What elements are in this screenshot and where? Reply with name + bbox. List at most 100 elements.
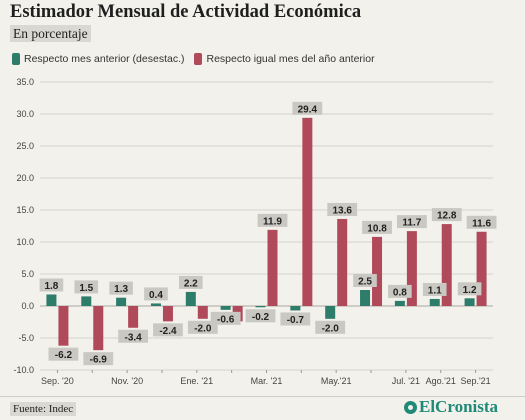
y-tick-label: 10.0 (16, 237, 34, 247)
y-tick-label: 25.0 (16, 141, 34, 151)
data-label-bg (396, 215, 427, 229)
legend-swatch-yearly (194, 53, 203, 65)
bar-yearly (267, 229, 278, 306)
footer-divider (0, 396, 525, 397)
y-tick-label: 15.0 (16, 205, 34, 215)
bar-yearly (302, 117, 313, 306)
data-label: 2.2 (184, 278, 198, 289)
bar-yearly (197, 306, 208, 319)
data-label: -2.0 (322, 323, 340, 334)
data-label: 12.8 (437, 211, 457, 222)
data-label: 1.2 (463, 285, 477, 296)
data-label-bg (315, 320, 346, 334)
x-tick-label: May.'21 (321, 376, 352, 386)
data-label-bg (144, 287, 168, 301)
data-label: -6.9 (90, 355, 108, 366)
legend-item-yearly: Respecto igual mes del año anterior (194, 53, 375, 65)
bar-monthly (464, 298, 475, 306)
x-tick-label: Ago.'21 (426, 376, 456, 386)
bar-monthly (185, 291, 196, 306)
bar-yearly (441, 224, 452, 306)
data-label-bg (153, 323, 183, 337)
bar-monthly (325, 306, 336, 319)
data-label: 0.4 (149, 290, 163, 301)
data-label-bg (187, 320, 218, 334)
data-label: 11.6 (472, 218, 491, 229)
bar-monthly (220, 306, 231, 310)
bar-monthly (290, 306, 301, 311)
data-label: -2.4 (159, 326, 177, 337)
y-tick-label: -5.0 (18, 333, 34, 343)
data-label: 11.7 (402, 218, 421, 229)
data-label: 13.6 (332, 205, 352, 216)
bar-chart: -10.0 -5.0 0.0 5.0 10.0 15.0 20.0 25.0 30.0 35.0 1… (13, 77, 497, 386)
bar-yearly (128, 306, 139, 328)
x-tick-label: Ene. '21 (180, 376, 213, 386)
legend-label-yearly: Respecto igual mes del año anterior (206, 53, 375, 65)
data-label-bg (292, 101, 323, 115)
x-tick-label: Jul. '21 (392, 376, 420, 386)
bar-monthly (394, 300, 405, 306)
bar-monthly (116, 297, 127, 306)
bar-monthly (429, 298, 440, 306)
data-label-bg (466, 215, 497, 229)
data-label: 1.5 (79, 283, 93, 294)
x-tick-label: Sep. '20 (41, 376, 74, 386)
bar-monthly (81, 296, 92, 306)
data-label-bg (109, 281, 133, 295)
data-label-bg (210, 311, 241, 325)
data-label: -0.7 (287, 315, 305, 326)
data-label-bg (118, 329, 149, 343)
data-label: 11.9 (263, 216, 282, 227)
bar-yearly (162, 306, 173, 322)
y-tick-label: 35.0 (16, 77, 34, 87)
brand-logo: ElCronista (404, 397, 498, 417)
bar-yearly (93, 306, 104, 351)
data-label: -0.6 (217, 314, 235, 325)
y-tick-label: 30.0 (16, 109, 34, 119)
data-label: 10.8 (367, 223, 387, 234)
bar-monthly (46, 294, 57, 306)
y-tick-label: 20.0 (16, 173, 34, 183)
data-label: -2.0 (194, 323, 212, 334)
bar-yearly (406, 231, 417, 306)
bar-yearly (337, 218, 348, 306)
data-label-bg (83, 352, 114, 366)
brand-mark-icon (404, 400, 417, 414)
data-label: 1.1 (428, 285, 442, 296)
data-label-bg (280, 312, 311, 326)
data-label-bg (257, 213, 288, 227)
y-tick-label: -10.0 (13, 365, 34, 375)
x-tick-label: Mar. '21 (251, 376, 283, 386)
data-label: 1.3 (114, 284, 128, 295)
legend-label-monthly: Respecto mes anterior (desestac.) (24, 53, 185, 65)
x-tick-label: Nov. '20 (111, 376, 143, 386)
data-label: -6.2 (55, 350, 73, 361)
data-label: 2.5 (358, 277, 372, 288)
data-label-bg (245, 309, 276, 323)
bar-monthly (150, 303, 161, 306)
data-label-bg (39, 278, 64, 292)
bar-monthly (255, 306, 266, 308)
data-label-bg (431, 208, 462, 222)
bar-yearly (58, 306, 69, 346)
legend-item-monthly: Respecto mes anterior (desestac.) (12, 53, 184, 65)
bar-yearly (476, 231, 487, 306)
chart-source: Fuente: Indec (10, 402, 77, 416)
data-label-bg (353, 274, 377, 287)
data-label-bg (422, 282, 447, 296)
y-tick-label: 5.0 (21, 269, 34, 279)
data-label: -3.4 (124, 332, 142, 343)
data-label: 1.8 (44, 281, 58, 292)
data-label: 29.4 (298, 104, 318, 115)
x-tick-label: Sep.'21 (460, 376, 490, 386)
data-label: -0.2 (252, 312, 270, 323)
bar-monthly (360, 290, 371, 306)
chart-legend: Respecto mes anterior (desestac.) Respec… (12, 53, 385, 65)
brand-name: ElCronista (419, 397, 499, 416)
data-label-bg (48, 347, 79, 361)
data-label-bg (362, 220, 392, 234)
data-label-bg (327, 202, 358, 216)
data-label-bg (457, 282, 482, 296)
data-label-bg (74, 280, 99, 294)
